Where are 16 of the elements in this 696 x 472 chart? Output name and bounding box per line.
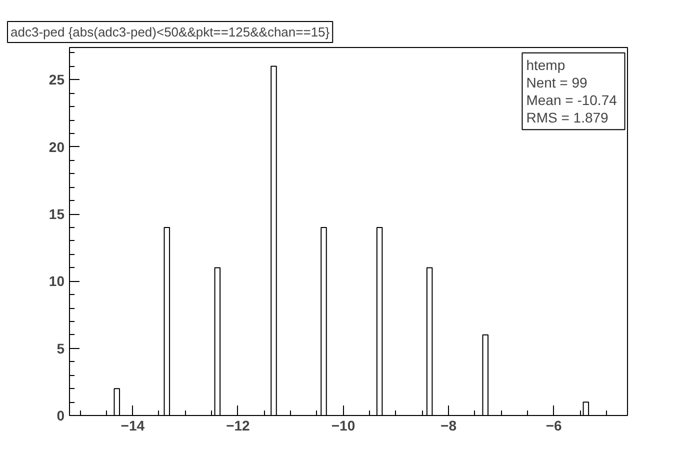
annotation: Mean = -10.74 [526, 92, 618, 108]
chart-title: adc3-ped {abs(adc3-ped)<50&&pkt==125&&chan==15} [10, 24, 330, 40]
x-tick-label: −12 [226, 418, 250, 434]
annotation: RMS = 1.879 [526, 110, 609, 126]
annotation: htemp [526, 56, 566, 73]
y-tick-label: 15 [48, 206, 65, 222]
x-tick-label: −6 [546, 418, 562, 434]
annotation: Nent = 99 [526, 74, 588, 90]
y-tick-label: 10 [48, 273, 65, 290]
y-tick-label: 25 [48, 72, 65, 88]
y-tick-label: 20 [48, 138, 65, 155]
x-tick-label: −8 [440, 418, 457, 434]
x-tick-label: −10 [331, 418, 356, 434]
x-tick-label: −14 [120, 418, 145, 434]
y-tick-label: 0 [56, 408, 65, 424]
y-tick-label: 5 [56, 340, 65, 356]
